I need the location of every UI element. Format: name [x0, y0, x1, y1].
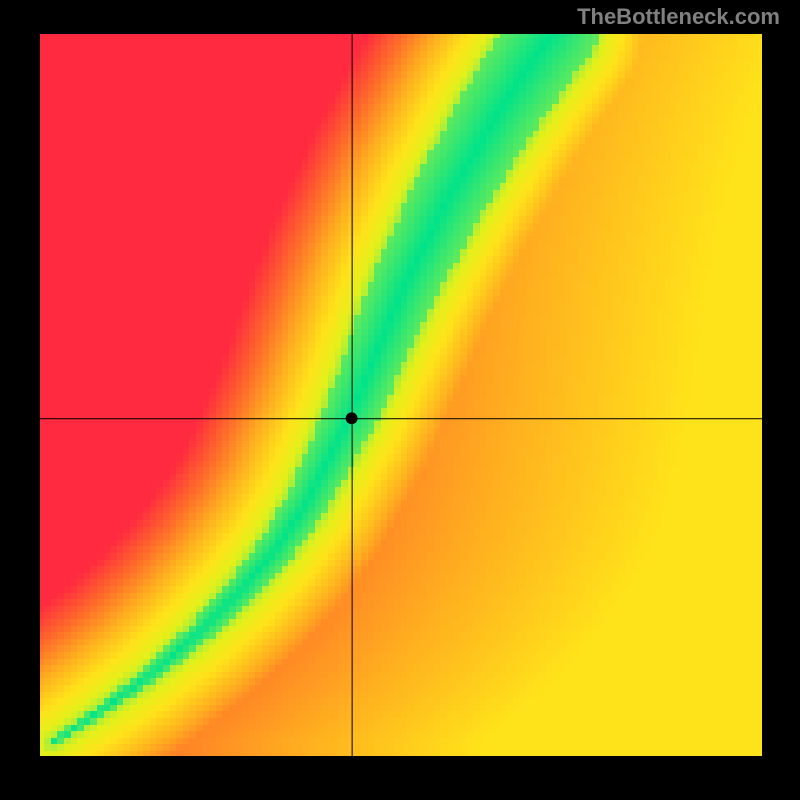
- watermark-text: TheBottleneck.com: [577, 4, 780, 30]
- chart-container: TheBottleneck.com: [0, 0, 800, 800]
- bottleneck-heatmap: [38, 32, 764, 758]
